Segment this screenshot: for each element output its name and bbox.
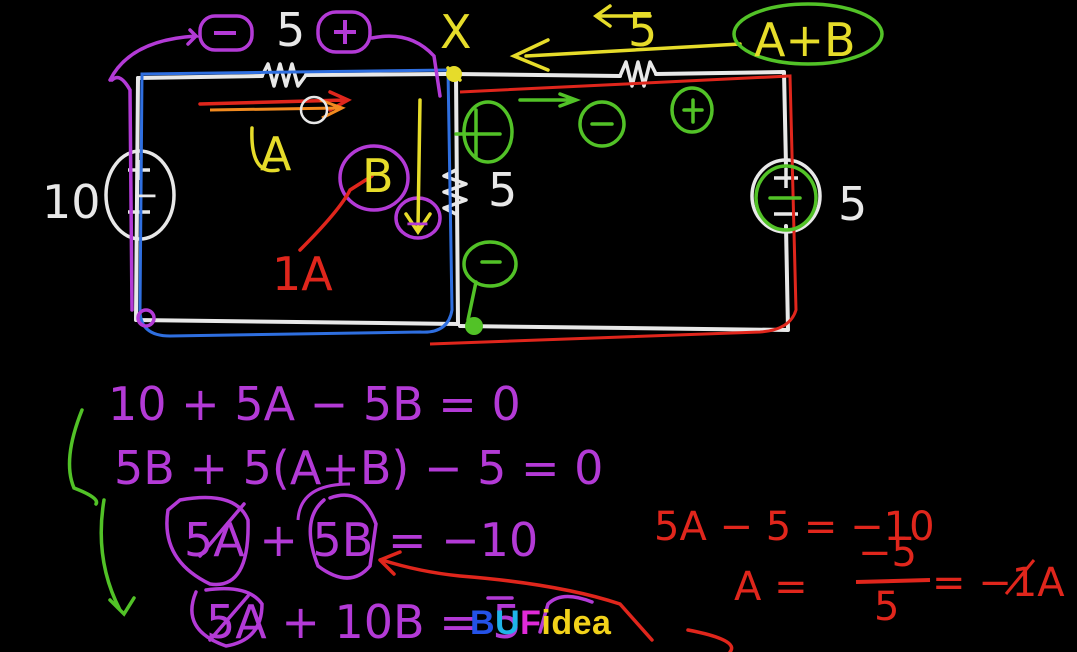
top-right-resistor-value: 5 (628, 3, 657, 57)
kvl-loop-1-equation: 10 + 5A − 5B = 0 (108, 377, 521, 431)
step-2-equation: 5A + 10B = 5 (206, 595, 522, 649)
left-mesh-wires (134, 72, 460, 326)
watermark-letter-u: U (495, 604, 521, 642)
solve-line-1: 5A − 5 = −10 (654, 504, 935, 550)
mesh-b-label: B (362, 149, 394, 203)
bufidea-watermark: BUFidea (470, 606, 611, 640)
fraction-bar (855, 578, 931, 584)
ground-node-marker (465, 317, 483, 335)
solve-denominator: 5 (874, 584, 899, 630)
right-voltage-source (750, 158, 822, 234)
node-x-label: X (440, 5, 472, 59)
watermark-letter-b: B (470, 604, 496, 642)
left-resistor-signs (214, 20, 356, 44)
green-annotations (67, 2, 884, 617)
plus-sign-left (334, 20, 356, 44)
top-left-resistor-value: 5 (276, 3, 305, 57)
right-source-value: 5 (838, 177, 867, 231)
step-1-equation: 5A + 5B = −10 (184, 513, 538, 567)
result-strike (1004, 559, 1036, 595)
node-x-marker (446, 66, 462, 82)
left-source-value: 10 (42, 175, 101, 229)
pointer-cursor-icon (299, 95, 329, 125)
watermark-letter-f: F (520, 604, 542, 642)
middle-resistor-value: 5 (488, 163, 517, 217)
orange-arrow (209, 98, 346, 120)
kvl-loop-2-equation: 5B + 5(A+B) − 5 = 0 (114, 441, 603, 495)
mesh-a-label: A (260, 127, 292, 181)
solve-result: = −1A (932, 560, 1065, 606)
right-mesh-wires (454, 70, 790, 332)
equation-2-bracket (296, 482, 351, 521)
top-right-resistor (618, 60, 658, 88)
equation-highlights (165, 493, 594, 648)
mesh-a-loop (138, 68, 454, 338)
middle-resistor (442, 168, 468, 216)
yellow-annotations (250, 4, 742, 236)
solve-lhs: A = (734, 564, 808, 610)
watermark-rest: idea (541, 604, 612, 642)
mesh-b-sign: − (404, 204, 431, 242)
mesh-current-value: 1A (272, 247, 333, 301)
left-source-sign: − (132, 176, 159, 214)
purple-annotations (108, 10, 442, 328)
branch-current-label: A+B (754, 13, 856, 67)
top-left-resistor (260, 62, 308, 88)
mesh-b-loop (429, 74, 798, 346)
solve-numerator: −5 (858, 530, 917, 576)
